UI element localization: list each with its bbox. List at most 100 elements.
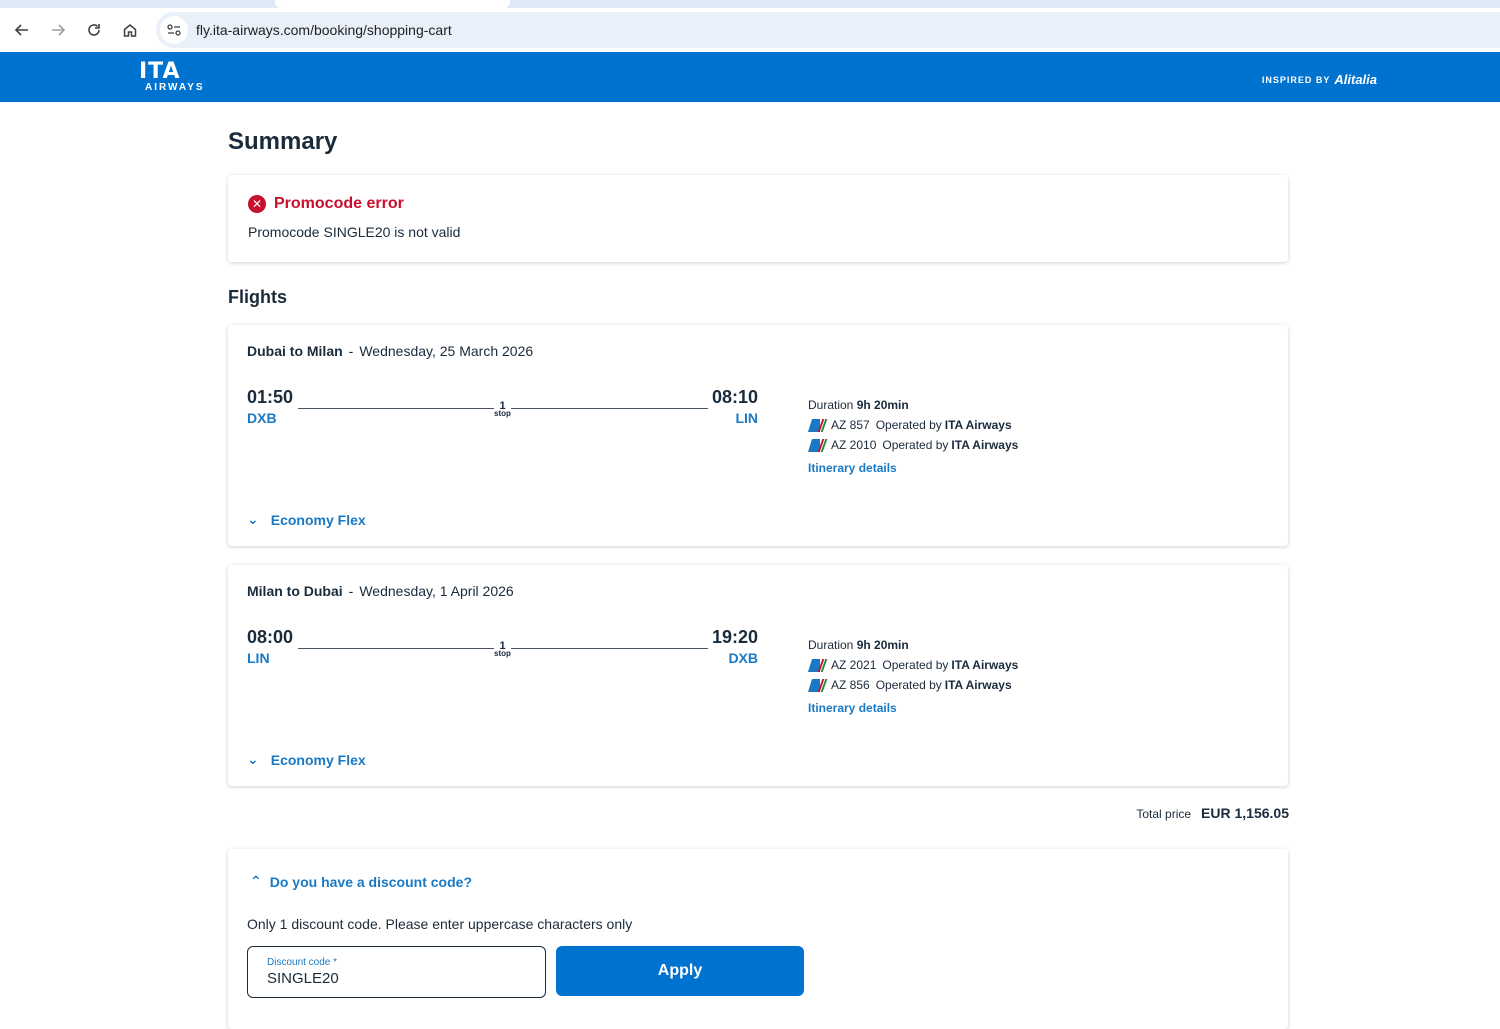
fare-toggle[interactable]: ⌄ Economy Flex — [247, 511, 366, 528]
segment: AZ 2021 Operated by ITA Airways — [808, 658, 1018, 672]
address-bar[interactable]: fly.ita-airways.com/booking/shopping-car… — [156, 12, 1500, 48]
arrival: 19:20 DXB — [712, 627, 758, 666]
reload-icon — [88, 24, 100, 36]
flight-date: Wednesday, 1 April 2026 — [359, 583, 514, 599]
segment: AZ 856 Operated by ITA Airways — [808, 678, 1018, 692]
stops-label: stop — [494, 649, 511, 658]
departure-airport: LIN — [247, 650, 270, 666]
logo-airways: AIRWAYS — [145, 82, 205, 93]
route-track — [511, 648, 708, 649]
browser-toolbar: fly.ita-airways.com/booking/shopping-car… — [0, 8, 1500, 52]
error-title-text: Promocode error — [274, 195, 404, 212]
route-name: Milan to Dubai — [247, 583, 343, 599]
error-message: Promocode SINGLE20 is not valid — [248, 224, 461, 240]
flight-number: AZ 856 — [831, 678, 870, 692]
site-info-button[interactable] — [160, 16, 188, 44]
arrival-airport: LIN — [735, 410, 758, 426]
route-name: Dubai to Milan — [247, 343, 343, 359]
duration-value: 9h 20min — [856, 398, 909, 412]
back-button[interactable] — [4, 12, 40, 48]
route-track — [298, 408, 494, 409]
alitalia-logo: Alitalia — [1334, 72, 1377, 87]
route-line: Dubai to Milan - Wednesday, 25 March 2026 — [247, 343, 534, 359]
browser-tabstrip — [0, 0, 1500, 8]
reload-button[interactable] — [76, 12, 112, 48]
total-price-value: EUR 1,156.05 — [1201, 805, 1289, 821]
fare-name: Economy Flex — [270, 751, 366, 768]
site-header: ITA AIRWAYS INSPIRED BY Alitalia — [0, 52, 1500, 102]
carrier: ITA Airways — [951, 658, 1019, 672]
arrival-airport: DXB — [728, 650, 758, 666]
arrival: 08:10 LIN — [712, 387, 758, 426]
arrival-time: 19:20 — [712, 627, 759, 647]
discount-note: Only 1 discount code. Please enter upper… — [247, 916, 633, 932]
active-tab[interactable] — [275, 0, 510, 8]
operated-by-label: Operated by — [875, 678, 942, 692]
route-track — [511, 408, 708, 409]
stops-indicator: 1 stop — [490, 640, 515, 658]
discount-code-field[interactable]: Discount code * — [247, 946, 546, 998]
chevron-up-icon: ⌃ — [250, 873, 262, 889]
discount-code-label: Discount code * — [267, 957, 338, 968]
ita-tail-icon — [808, 678, 828, 692]
arrival-time: 08:10 — [712, 387, 759, 407]
duration-label: Duration — [808, 638, 854, 652]
flight-number: AZ 2010 — [831, 438, 877, 452]
stops-indicator: 1 stop — [490, 400, 515, 418]
ita-tail-icon — [808, 418, 828, 432]
itinerary-details-link[interactable]: Itinerary details — [808, 701, 897, 715]
inspired-by-alitalia: INSPIRED BY Alitalia — [1262, 72, 1377, 87]
page-title: Summary — [228, 128, 338, 155]
flight-date: Wednesday, 25 March 2026 — [359, 343, 534, 359]
operated-by-label: Operated by — [875, 418, 942, 432]
stops-count: 1 — [499, 400, 506, 412]
stops-label: stop — [494, 409, 511, 418]
duration-label: Duration — [808, 398, 854, 412]
url-text[interactable]: fly.ita-airways.com/booking/shopping-car… — [196, 22, 452, 38]
inspired-by-text: INSPIRED BY — [1261, 74, 1331, 85]
forward-button[interactable] — [40, 12, 76, 48]
flight-details: Duration 9h 20min AZ 2021 Operated by IT… — [808, 638, 1018, 715]
promocode-error-card: ✕ Promocode error Promocode SINGLE20 is … — [228, 175, 1288, 262]
total-price-label: Total price — [1136, 807, 1192, 821]
chevron-down-icon: ⌄ — [247, 751, 259, 767]
carrier: ITA Airways — [944, 418, 1012, 432]
route-line: Milan to Dubai - Wednesday, 1 April 2026 — [247, 583, 514, 599]
duration: Duration 9h 20min — [808, 398, 1018, 412]
logo-ita: ITA — [139, 59, 181, 84]
carrier: ITA Airways — [944, 678, 1012, 692]
x-circle-icon: ✕ — [248, 195, 266, 213]
error-title: ✕ Promocode error — [248, 195, 404, 213]
tune-icon — [167, 24, 181, 36]
apply-button[interactable]: Apply — [556, 946, 804, 996]
departure: 08:00 LIN — [247, 627, 293, 666]
home-button[interactable] — [112, 12, 148, 48]
fare-toggle[interactable]: ⌄ Economy Flex — [247, 751, 366, 768]
itinerary-details-link[interactable]: Itinerary details — [808, 461, 897, 475]
operated-by-label: Operated by — [882, 438, 949, 452]
total-price: Total price EUR 1,156.05 — [1136, 805, 1289, 821]
home-icon — [123, 24, 137, 37]
discount-toggle-label: Do you have a discount code? — [269, 873, 472, 890]
arrow-left-icon — [14, 24, 28, 36]
duration: Duration 9h 20min — [808, 638, 1018, 652]
discount-code-card: ⌃ Do you have a discount code? Only 1 di… — [228, 849, 1288, 1029]
discount-code-toggle[interactable]: ⌃ Do you have a discount code? — [250, 873, 472, 890]
ita-airways-logo[interactable]: ITA AIRWAYS — [139, 61, 213, 95]
arrow-right-icon — [52, 24, 66, 36]
flight-number: AZ 857 — [831, 418, 870, 432]
departure-time: 01:50 — [247, 387, 294, 407]
chevron-down-icon: ⌄ — [247, 511, 259, 527]
ita-tail-icon — [808, 658, 828, 672]
segment: AZ 2010 Operated by ITA Airways — [808, 438, 1018, 452]
departure-time: 08:00 — [247, 627, 294, 647]
operated-by-label: Operated by — [882, 658, 949, 672]
carrier: ITA Airways — [951, 438, 1019, 452]
flight-card-outbound: Dubai to Milan - Wednesday, 25 March 2026 … — [228, 325, 1288, 546]
stops-count: 1 — [499, 640, 506, 652]
duration-value: 9h 20min — [856, 638, 909, 652]
flight-number: AZ 2021 — [831, 658, 877, 672]
departure-airport: DXB — [247, 410, 277, 426]
discount-code-input[interactable] — [267, 970, 526, 987]
flights-section-title: Flights — [228, 287, 287, 307]
